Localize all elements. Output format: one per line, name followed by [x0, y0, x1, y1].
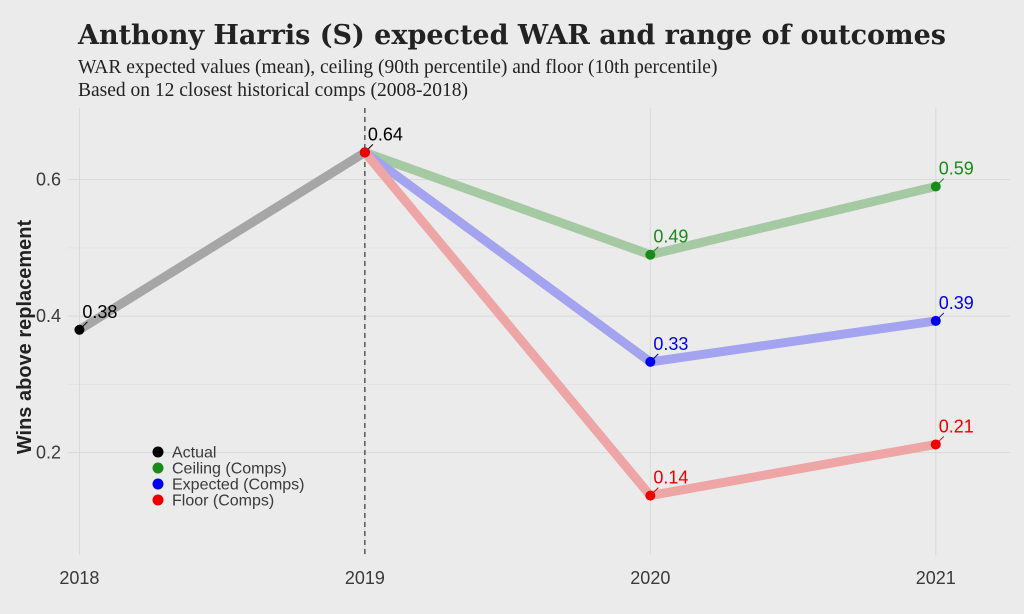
data-point [645, 249, 656, 260]
legend-label: Actual [172, 445, 216, 462]
data-label: 0.64 [368, 124, 403, 144]
y-tick-label: 0.6 [36, 170, 61, 190]
data-point [930, 439, 941, 450]
x-tick-label: 2021 [916, 568, 956, 588]
legend-key [152, 494, 164, 506]
data-label: 0.14 [653, 468, 688, 488]
data-point [645, 490, 656, 501]
data-label: 0.49 [653, 227, 688, 247]
legend-key [152, 462, 164, 474]
data-label: 0.21 [939, 416, 974, 436]
data-label: 0.59 [939, 158, 974, 178]
x-tick-label: 2020 [630, 568, 670, 588]
legend-key [152, 446, 164, 458]
y-axis-label: Wins above replacement [14, 219, 36, 454]
x-tick-label: 2019 [345, 568, 385, 588]
data-point [645, 356, 656, 367]
chart-subtitle-1: WAR expected values (mean), ceiling (90t… [78, 57, 718, 78]
x-tick-labels: 2018 2019 2020 2021 [59, 568, 955, 588]
legend-label: Expected (Comps) [172, 477, 305, 494]
legend-label: Ceiling (Comps) [172, 461, 287, 478]
y-tick-label: 0.4 [36, 306, 61, 326]
y-tick-labels: 0.2 0.4 0.6 [36, 170, 61, 463]
data-point [74, 324, 85, 335]
chart-subtitle-2: Based on 12 closest historical comps (20… [78, 80, 468, 101]
chart-title: Anthony Harris (S) expected WAR and rang… [78, 20, 946, 51]
legend-key [152, 478, 164, 490]
legend-label: Floor (Comps) [172, 493, 274, 510]
label-leaders [79, 144, 945, 496]
data-point [930, 181, 941, 192]
data-label: 0.39 [939, 293, 974, 313]
data-label: 0.33 [653, 334, 688, 354]
data-point [930, 315, 941, 326]
series-points [74, 147, 941, 501]
data-labels: 0.38 0.64 0.49 0.59 0.33 0.39 0.14 0.21 [82, 124, 973, 487]
data-label: 0.38 [82, 302, 117, 322]
x-tick-label: 2018 [59, 568, 99, 588]
data-point [359, 147, 370, 158]
series-line-0 [77, 148, 368, 334]
y-tick-label: 0.2 [36, 443, 61, 463]
